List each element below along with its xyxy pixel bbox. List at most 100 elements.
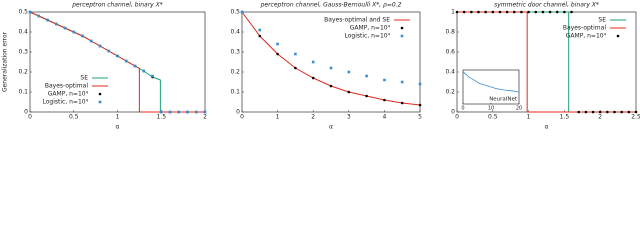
y-tick-label: 0: [24, 109, 28, 116]
y-tick-label: 0: [451, 109, 455, 116]
data-point: [72, 30, 76, 34]
data-point: [98, 44, 102, 48]
legend-label: GAMP, n=10⁴: [48, 91, 89, 98]
data-point: [555, 10, 559, 14]
data-point: [455, 10, 459, 14]
data-point: [400, 80, 404, 84]
data-point: [258, 34, 262, 38]
y-tick-label: 0.6: [445, 49, 455, 56]
data-point: [311, 60, 315, 64]
data-point: [258, 28, 262, 32]
data-point: [124, 59, 128, 63]
x-tick-label: 2.5: [631, 114, 640, 121]
data-point: [563, 10, 566, 14]
legend-swatch: [98, 92, 102, 96]
legend-swatch: [616, 34, 620, 38]
data-point: [329, 84, 333, 88]
data-point: [365, 74, 368, 78]
y-tick-label: 1: [451, 9, 455, 16]
data-point: [534, 10, 538, 14]
legend-label: Bayes-optimal and SE: [324, 17, 390, 24]
legend-label: Logistic, n=10⁴: [42, 99, 88, 106]
y-tick-label: 0.1: [18, 89, 28, 96]
data-point: [634, 110, 638, 114]
data-point: [541, 10, 545, 14]
x-tick-label: 0.5: [69, 114, 79, 121]
data-point: [505, 10, 509, 14]
data-point: [89, 39, 93, 43]
data-point: [347, 90, 351, 94]
legend-label: Bayes-optimal: [563, 25, 606, 32]
data-point: [177, 110, 181, 114]
inset-label: NeuralNet: [489, 97, 518, 103]
data-point: [311, 76, 315, 80]
data-point: [613, 110, 616, 114]
legend-swatch: [400, 26, 404, 30]
data-point: [240, 10, 244, 14]
y-tick-label: 0.2: [445, 89, 455, 96]
y-tick-label: 0: [236, 109, 240, 116]
x-tick-label: 0: [455, 114, 459, 121]
data-point: [294, 52, 297, 56]
data-point: [512, 10, 516, 14]
data-point: [498, 10, 502, 14]
inset-x-tick-label: 0: [461, 106, 464, 112]
data-point: [54, 22, 58, 26]
data-point: [37, 14, 41, 18]
y-tick-label: 0.5: [18, 9, 28, 16]
data-point: [347, 70, 351, 74]
data-point: [527, 10, 530, 14]
data-point: [294, 66, 297, 70]
x-tick-label: 1.5: [560, 114, 570, 121]
y-tick-label: 0.8: [445, 29, 455, 36]
x-tick-label: 2: [203, 114, 207, 121]
data-point: [159, 110, 163, 114]
line-series: [241, 11, 421, 106]
x-tick-label: 1: [116, 114, 120, 121]
x-tick-label: 2: [598, 114, 602, 121]
y-tick-label: 0.4: [18, 29, 28, 36]
x-axis-label: α: [116, 124, 120, 131]
x-axis-label: α: [329, 124, 333, 131]
data-point: [186, 110, 189, 114]
x-tick-label: 3: [347, 114, 351, 121]
x-tick-label: 0.5: [488, 114, 498, 121]
plot-frame: [456, 11, 637, 113]
y-tick-label: 0.2: [230, 69, 240, 76]
y-tick-label: 0.3: [230, 49, 240, 56]
x-tick-label: 0: [28, 114, 32, 121]
legend-label: GAMP, n=10⁴: [350, 25, 391, 32]
x-tick-label: 1: [527, 114, 531, 121]
y-tick-label: 0.2: [18, 69, 28, 76]
data-point: [365, 94, 368, 98]
data-point: [548, 10, 552, 14]
data-point: [383, 98, 386, 102]
data-point: [477, 10, 480, 14]
data-point: [620, 110, 623, 114]
x-tick-label: 0: [240, 114, 244, 121]
data-point: [570, 10, 573, 14]
chart-title: perceptron channel, Gauss-Bernoulli X*, …: [260, 2, 402, 9]
inset-x-tick-label: 10: [488, 106, 494, 112]
data-point: [383, 78, 386, 82]
line-series: [457, 11, 636, 113]
y-tick-label: 0.5: [230, 9, 240, 16]
y-tick-label: 0.4: [445, 69, 455, 76]
y-axis-label: Generalization error: [2, 31, 9, 92]
figure: perceptron channel, binary X* α Generaliza…: [2, 2, 640, 131]
chart-title: symmetric door channel, binary X*: [494, 2, 599, 9]
data-point: [491, 10, 495, 14]
data-point: [276, 52, 279, 56]
data-point: [606, 110, 609, 114]
data-point: [81, 34, 84, 38]
data-point: [418, 103, 422, 107]
x-tick-label: 1.5: [156, 114, 166, 121]
data-point: [400, 101, 404, 105]
data-point: [418, 82, 422, 86]
data-point: [142, 69, 146, 73]
data-point: [168, 110, 172, 114]
data-point: [116, 54, 119, 58]
data-point: [520, 10, 523, 14]
y-tick-label: 0.1: [230, 89, 240, 96]
data-point: [107, 49, 111, 53]
